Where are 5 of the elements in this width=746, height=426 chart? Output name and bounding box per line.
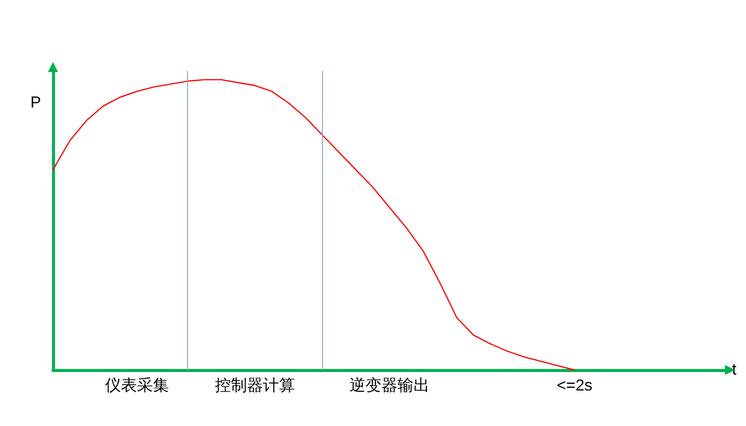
x-tick-label: 仪表采集 [105, 376, 170, 394]
y-axis-title: P [30, 94, 41, 112]
x-tick-label: <=2s [556, 378, 592, 394]
x-tick-label: 控制器计算 [214, 376, 295, 394]
x-tick-label: 逆变器输出 [350, 376, 430, 394]
